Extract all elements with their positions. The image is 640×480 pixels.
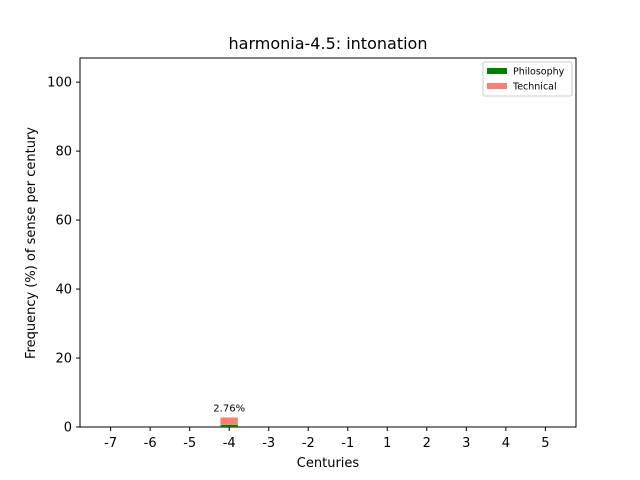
y-axis-label: Frequency (%) of sense per century bbox=[24, 127, 39, 359]
x-axis-label: Centuries bbox=[297, 456, 360, 471]
y-tick-label: 20 bbox=[55, 352, 72, 367]
bar-technical--4 bbox=[220, 417, 238, 425]
x-tick-label: -7 bbox=[104, 436, 117, 451]
x-tick-label: 5 bbox=[541, 436, 549, 451]
x-tick-label: 3 bbox=[462, 436, 470, 451]
legend-label-philosophy: Philosophy bbox=[513, 67, 565, 78]
y-tick-label: 0 bbox=[64, 421, 72, 436]
y-tick-label: 80 bbox=[55, 145, 72, 160]
x-tick-label: 2 bbox=[423, 436, 431, 451]
x-tick-label: -3 bbox=[262, 436, 275, 451]
plot-frame bbox=[79, 57, 577, 428]
x-tick-label: -6 bbox=[144, 436, 157, 451]
plot-area: 0 20 40 60 80 100 -7 -6 -5 -4 -3 -2 -1 1 2 3 4 5 2.76% bbox=[47, 57, 577, 451]
y-tick-label: 100 bbox=[47, 76, 72, 91]
y-tick-label: 60 bbox=[55, 214, 72, 229]
x-tick-label: 4 bbox=[502, 436, 510, 451]
x-tick-label: -2 bbox=[302, 436, 315, 451]
x-tick-label: -5 bbox=[183, 436, 196, 451]
chart-title: harmonia-4.5: intonation bbox=[229, 34, 428, 53]
legend-swatch-technical bbox=[487, 83, 507, 89]
legend-swatch-philosophy bbox=[487, 68, 507, 74]
bar-philosophy--4 bbox=[220, 424, 238, 427]
x-tick-label: -4 bbox=[223, 436, 236, 451]
x-tick-label: 1 bbox=[383, 436, 391, 451]
legend-label-technical: Technical bbox=[512, 82, 557, 93]
legend: Philosophy Technical bbox=[482, 61, 573, 97]
y-tick-label: 40 bbox=[55, 283, 72, 298]
x-tick-label: -1 bbox=[341, 436, 354, 451]
data-label: 2.76% bbox=[213, 403, 245, 414]
